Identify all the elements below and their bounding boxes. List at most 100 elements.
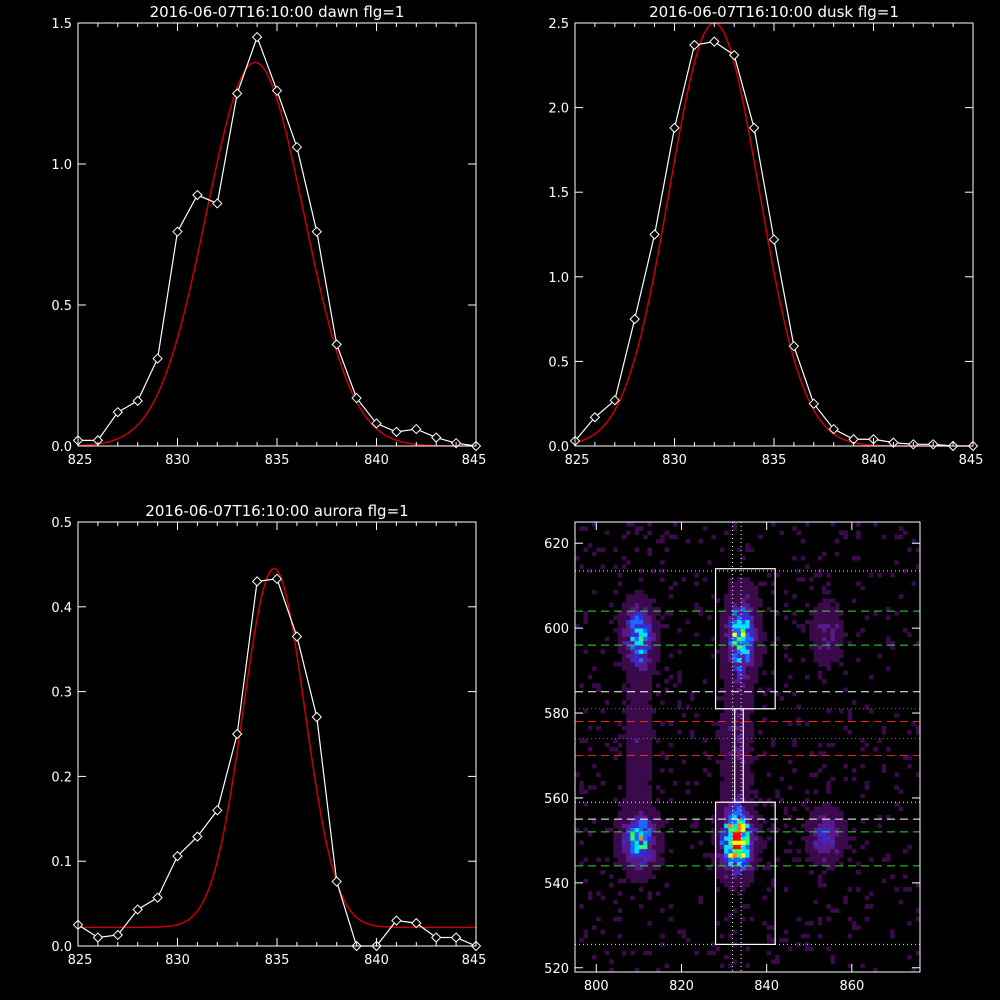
heatmap-cell [732,844,738,850]
heatmap-cell [604,827,610,833]
heatmap-cell [856,632,861,637]
heatmap-cell [655,632,661,637]
heatmap-cell [732,908,738,913]
data-point [728,49,740,61]
heatmap-cell [630,785,635,790]
heatmap-cell [809,632,814,637]
heatmap-cell [724,594,729,599]
heatmap-cell [613,755,618,761]
heatmap-cell [830,959,836,964]
heatmap-cell [707,615,712,620]
heatmap-cell [626,611,631,616]
heatmap-cell [655,861,661,867]
heatmap-cell [822,585,827,591]
heatmap-cell [719,670,725,676]
heatmap-cell [647,870,652,875]
heatmap-cell [851,848,857,854]
heatmap-cell [655,653,661,659]
heatmap-cell [732,657,738,663]
heatmap-cell [732,691,738,697]
heatmap-cell [630,831,635,837]
heatmap-cell [851,598,857,603]
heatmap-cell [732,645,738,650]
heatmap-cell [834,606,840,612]
heatmap-cell [826,640,831,646]
heatmap-cell [741,687,746,693]
heatmap-cell [634,662,640,667]
heatmap-cell [711,836,716,841]
heatmap-cell [647,848,652,854]
heatmap-cell [651,628,657,633]
chart-title: 2016-06-07T16:10:00 aurora flg=1 [145,502,408,520]
heatmap-cell [902,628,908,633]
heatmap-cell [766,950,772,956]
heatmap-cell [638,640,644,646]
heatmap-cell [604,700,610,705]
heatmap-cell [715,853,721,858]
heatmap-cell [630,636,635,642]
heatmap-cell [915,950,921,956]
heatmap-cell [839,861,844,867]
heatmap-cell [672,522,678,527]
heatmap-cell [681,713,687,718]
heatmap-cell [724,831,729,837]
heatmap-cell [634,602,640,608]
heatmap-cell [753,831,759,837]
heatmap-cell [749,704,755,710]
heatmap-cell [728,615,733,620]
y-tick-label: 600 [544,622,569,637]
heatmap-cell [745,772,750,778]
heatmap-cell [766,938,772,943]
heatmap-cell [736,645,742,650]
data-point [271,573,283,585]
heatmap-cell [830,848,836,854]
heatmap-cell [741,819,746,824]
heatmap-cell [749,666,755,671]
heatmap-cell [719,831,725,837]
heatmap-cell [626,785,631,790]
heatmap-cell [668,653,674,659]
heatmap-cell [822,806,827,811]
heatmap-cell [745,683,750,688]
heatmap-cell [749,747,755,752]
heatmap-cell [617,819,623,824]
heatmap-cell [809,857,814,862]
heatmap-cell [660,568,665,574]
heatmap-cell [634,589,640,595]
heatmap-cell [736,606,742,612]
heatmap-cell [830,640,836,646]
heatmap-cell [626,530,631,536]
heatmap-cell [728,657,733,663]
heatmap-cell [647,657,652,663]
heatmap-cell [783,810,789,816]
heatmap-cell [643,802,648,807]
heatmap-cell [643,645,648,650]
heatmap-cell [749,615,755,620]
heatmap-cell [839,836,844,841]
heatmap-cell [592,819,597,824]
data-point [132,904,143,915]
heatmap-cell [651,819,657,824]
heatmap-cell [630,848,635,854]
heatmap-cell [719,819,725,824]
heatmap-cell [856,870,861,875]
heatmap-cell [630,755,635,761]
heatmap-cell [643,696,648,701]
heatmap-cell [728,738,733,744]
data-point [609,395,621,406]
heatmap-cell [715,819,721,824]
heatmap-cell [749,649,755,654]
heatmap-cell [719,628,725,633]
heatmap-cell [643,827,648,833]
heatmap-cell [719,861,725,867]
data-point [251,31,263,43]
heatmap-cell [617,636,623,642]
heatmap-cell [736,738,742,744]
heatmap-cell [647,742,652,748]
heatmap-cell [805,602,810,608]
heatmap-cell [728,776,733,782]
heatmap-cell [745,657,750,663]
heatmap-cell [621,687,627,693]
heatmap-cell [728,827,733,833]
heatmap-cell [724,802,729,807]
